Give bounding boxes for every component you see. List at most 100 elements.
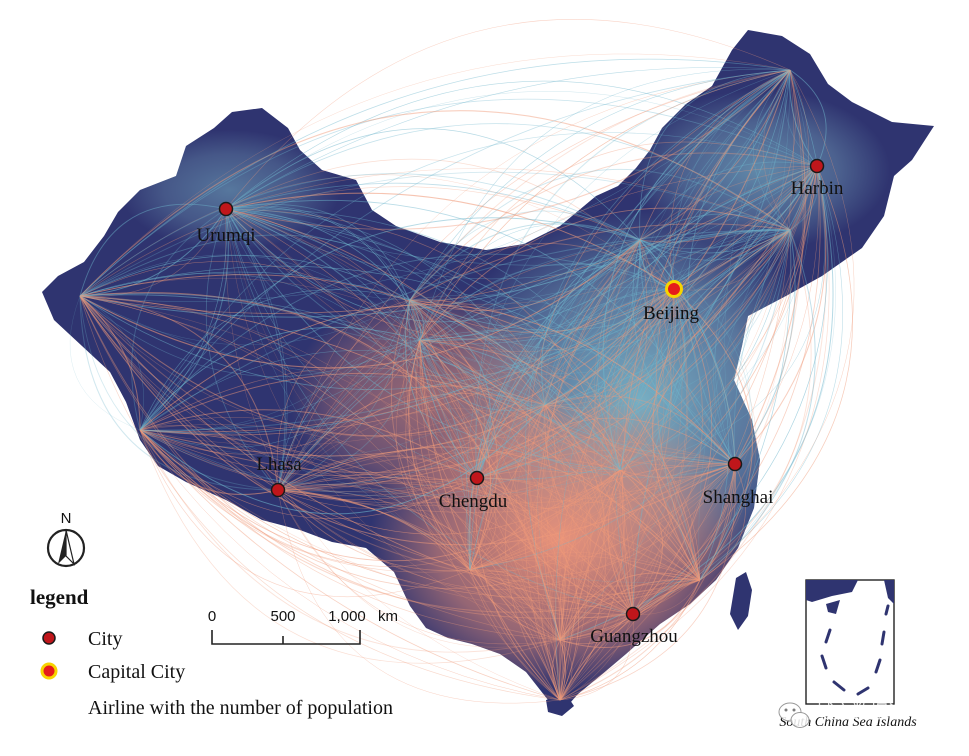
- legend-title: legend: [30, 585, 89, 609]
- city-dot-icon: [270, 482, 286, 498]
- airline-arc: [544, 404, 577, 701]
- airline-arc: [409, 168, 791, 301]
- airline-arc: [419, 165, 818, 341]
- airline-arc: [559, 613, 634, 701]
- legend-label-city: City: [88, 628, 122, 650]
- airline-arc: [409, 165, 818, 331]
- airline-arc: [79, 239, 641, 369]
- airline-arc: [476, 469, 621, 509]
- legend-label-capital: Capital City: [88, 661, 185, 683]
- airline-arc: [476, 477, 634, 615]
- airline-arc: [277, 339, 421, 491]
- airline-arc: [469, 165, 818, 571]
- airline-arc: [419, 69, 791, 341]
- airline-arc: [476, 477, 561, 641]
- city-label-harbin: Harbin: [791, 178, 844, 199]
- airline-arc: [225, 165, 818, 280]
- airline-network: [69, 19, 855, 704]
- airline-arc: [139, 429, 561, 641]
- airline-arc: [79, 295, 279, 491]
- airline-arc: [409, 299, 701, 581]
- airline-arc: [469, 569, 561, 641]
- airline-arc: [559, 229, 791, 701]
- airline-arc: [537, 165, 818, 641]
- airline-arc: [673, 229, 791, 291]
- airline-arc: [734, 165, 819, 465]
- airline-arc: [469, 165, 818, 571]
- airline-arc: [544, 229, 791, 409]
- airline-arc: [79, 98, 818, 297]
- north-arrow-icon: [46, 528, 86, 568]
- airline-arc: [559, 229, 791, 641]
- city-shanghai[interactable]: Shanghai: [703, 456, 774, 509]
- airline-arc: [419, 339, 701, 581]
- airline-arc: [619, 463, 736, 479]
- airline-arc: [225, 208, 472, 571]
- airline-arc: [527, 69, 791, 641]
- city-guangzhou[interactable]: Guangzhou: [590, 606, 678, 648]
- city-lhasa[interactable]: Lhasa: [256, 454, 302, 498]
- city-urumqi[interactable]: Urumqi: [196, 201, 256, 247]
- airline-arc: [469, 463, 736, 571]
- airline-arc: [225, 208, 561, 701]
- airline-arc: [277, 239, 641, 491]
- hainan-island: [546, 694, 574, 716]
- airline-arc: [559, 165, 834, 641]
- airline-arc: [79, 295, 478, 483]
- airline-arc: [469, 560, 634, 615]
- airline-arc: [476, 229, 791, 480]
- airline-arc: [469, 69, 791, 571]
- airline-arc: [225, 158, 675, 290]
- airline-arc: [225, 208, 478, 479]
- airline-arc: [469, 239, 648, 571]
- airline-arc: [277, 229, 791, 491]
- airline-arc: [139, 429, 634, 653]
- airline-arc: [225, 19, 791, 210]
- airline-arc: [469, 404, 549, 571]
- airline-arc: [409, 299, 635, 615]
- airline-arc: [404, 299, 478, 479]
- airline-arc: [639, 239, 753, 581]
- airline-arc: [79, 294, 621, 471]
- city-chengdu[interactable]: Chengdu: [439, 470, 508, 513]
- city-dot-icon: [625, 606, 641, 622]
- airline-arc: [409, 299, 546, 406]
- airline-arc: [468, 288, 675, 571]
- airline-arc: [419, 229, 791, 353]
- airline-arc: [409, 222, 641, 301]
- airline-arc: [277, 477, 478, 500]
- airline-arc: [419, 339, 621, 471]
- airline-arc: [476, 69, 791, 479]
- airline-arc: [139, 229, 791, 431]
- airline-arc: [789, 69, 818, 167]
- airline-arc: [409, 299, 621, 471]
- airline-arc: [79, 203, 227, 297]
- airline-arc: [79, 288, 675, 390]
- airline-arc: [409, 229, 791, 351]
- airline-arc: [469, 229, 791, 571]
- airline-arc: [619, 288, 676, 471]
- airline-arc: [419, 339, 589, 701]
- airline-arc: [79, 292, 561, 641]
- airline-arc: [277, 229, 791, 491]
- airline-arc: [409, 299, 421, 341]
- airline-arc: [733, 229, 791, 465]
- airline-arc: [673, 229, 791, 290]
- city-harbin[interactable]: Harbin: [791, 158, 844, 200]
- airline-arc: [277, 489, 561, 701]
- airline-arc: [225, 208, 546, 406]
- airline-arc: [699, 229, 816, 581]
- airline-arc: [559, 469, 625, 701]
- airline-arc: [225, 208, 478, 479]
- city-label-shanghai: Shanghai: [703, 487, 774, 508]
- airline-arc: [619, 463, 736, 478]
- airline-arc: [225, 208, 421, 341]
- airline-arc: [614, 69, 791, 615]
- airline-arc: [621, 69, 791, 615]
- airline-arc: [552, 639, 561, 701]
- city-beijing[interactable]: Beijing: [643, 280, 699, 325]
- airline-arc: [225, 208, 561, 701]
- airline-arc: [79, 293, 621, 471]
- airline-arc: [409, 299, 498, 571]
- airline-arc: [559, 239, 665, 701]
